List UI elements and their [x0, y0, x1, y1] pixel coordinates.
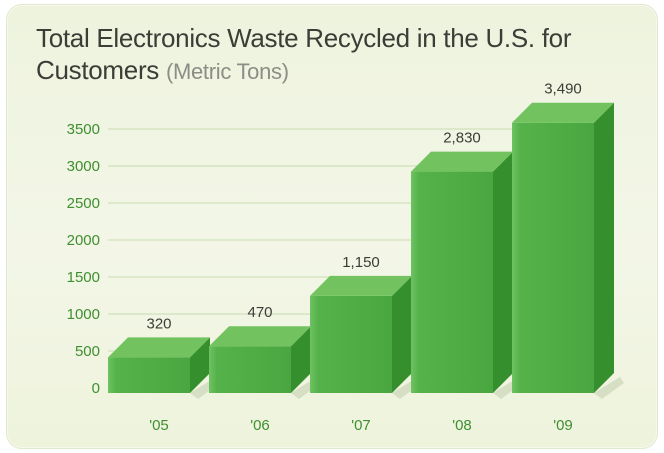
bar-side — [291, 326, 311, 393]
bar-side — [392, 275, 412, 393]
bar-side — [493, 151, 513, 393]
data-labels: 320 470 1,150 2,830 3,490 — [146, 81, 581, 333]
bar-front — [512, 122, 594, 394]
data-label: 1,150 — [342, 254, 380, 271]
x-tick-label: '05 — [149, 417, 169, 434]
bar — [310, 275, 422, 399]
bar-top — [108, 337, 210, 358]
bar-side — [594, 102, 614, 394]
bars — [108, 102, 624, 399]
bar-top — [411, 151, 513, 172]
y-tick-label: 1000 — [67, 306, 100, 323]
data-label: 320 — [146, 315, 171, 332]
bar-top — [512, 102, 614, 123]
y-tick-label: 2500 — [67, 195, 100, 212]
x-tick-label: '09 — [553, 417, 573, 434]
bar — [209, 326, 321, 399]
y-tick-label: 1500 — [67, 269, 100, 286]
x-tick-label: '08 — [452, 417, 472, 434]
y-tick-label: 0 — [92, 380, 100, 397]
bar — [512, 102, 624, 399]
chart-title: Total Electronics Waste Recycled in the … — [36, 22, 636, 88]
chart-title-unit: (Metric Tons) — [165, 59, 289, 84]
bar — [411, 151, 523, 399]
x-tick-label: '06 — [250, 417, 270, 434]
bar-top — [310, 275, 412, 296]
data-label: 2,830 — [443, 130, 481, 147]
y-tick-label: 500 — [75, 343, 100, 360]
x-tick-label: '07 — [351, 417, 371, 434]
bar-front — [310, 295, 392, 393]
y-tick-label: 3000 — [67, 158, 100, 175]
x-axis-tick-labels: '05 '06 '07 '08 '09 — [149, 417, 573, 434]
bar — [108, 337, 220, 399]
bar-top — [209, 326, 311, 347]
bar-front — [411, 171, 493, 393]
data-label: 3,490 — [544, 81, 582, 98]
bar-front — [108, 357, 190, 393]
chart-title-main: Total Electronics Waste Recycled in the … — [36, 23, 572, 85]
y-tick-label: 2000 — [67, 232, 100, 249]
bar-side — [190, 337, 210, 393]
bar-front — [209, 346, 291, 393]
y-axis-tick-labels: 0 500 1000 1500 2000 2500 3000 3500 — [67, 121, 100, 397]
bar-shadow — [594, 377, 624, 399]
y-tick-label: 3500 — [67, 121, 100, 138]
data-label: 470 — [247, 304, 272, 321]
